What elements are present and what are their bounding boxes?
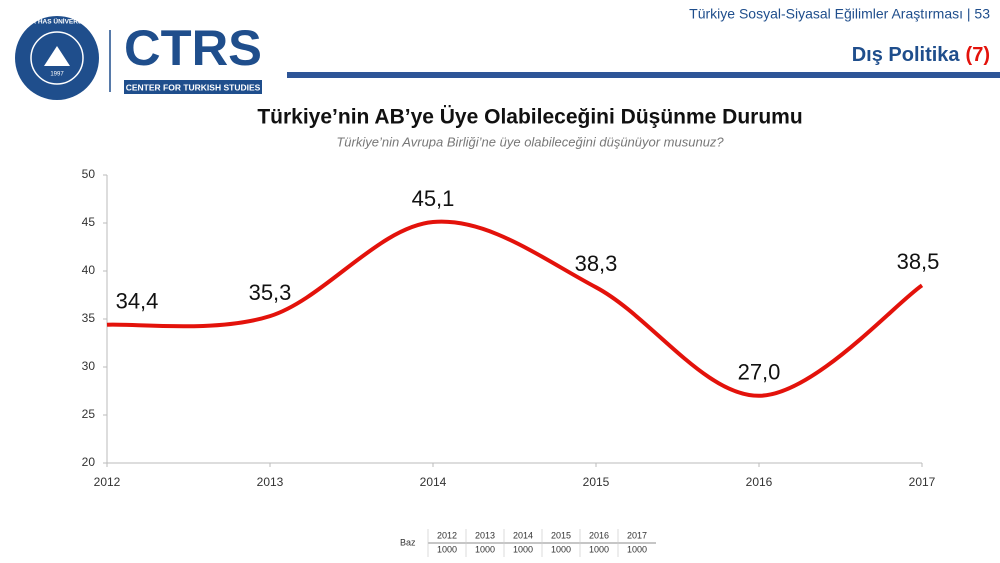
seal-inner — [30, 31, 84, 85]
section-number: (7) — [966, 44, 990, 66]
brand-logo: CTRS — [124, 20, 262, 76]
data-label: 38,3 — [575, 251, 618, 276]
base-count: 1000 — [437, 544, 457, 554]
x-tick-label: 2016 — [746, 475, 773, 489]
x-tick-label: 2015 — [583, 475, 610, 489]
data-label: 45,1 — [412, 186, 455, 211]
survey-title: Türkiye Sosyal-Siyasal Eğilimler Araştır… — [689, 6, 990, 22]
base-count: 1000 — [589, 544, 609, 554]
data-label: 35,3 — [249, 280, 292, 305]
base-year: 2014 — [513, 530, 533, 540]
section-name: Dış Politika — [852, 44, 961, 66]
seal-emblem — [44, 46, 70, 66]
section-title: Dış Politika (7) — [852, 44, 990, 66]
brand-bar — [124, 80, 262, 94]
data-label: 27,0 — [738, 360, 781, 385]
base-count: 1000 — [475, 544, 495, 554]
x-tick-label: 2012 — [94, 475, 121, 489]
base-year: 2013 — [475, 530, 495, 540]
base-count: 1000 — [627, 544, 647, 554]
data-label: 34,4 — [116, 289, 159, 314]
base-table: Baz 2012 1000 2013 1000 2014 1000 2015 1000 2016 1… — [400, 529, 656, 557]
header-rule — [287, 72, 1000, 78]
y-tick-label: 40 — [82, 263, 96, 277]
base-count: 1000 — [513, 544, 533, 554]
base-count: 1000 — [551, 544, 571, 554]
brand-subtitle: CENTER FOR TURKISH STUDIES — [126, 82, 261, 92]
data-label: 38,5 — [897, 249, 940, 274]
chart-title: Türkiye’nin AB’ye Üye Olabileceğini Düşü… — [257, 106, 802, 129]
base-label: Baz — [400, 537, 416, 547]
base-year: 2016 — [589, 530, 609, 540]
data-line — [106, 219, 924, 398]
y-tick-label: 30 — [82, 359, 96, 373]
seal-year: 1997 — [50, 72, 64, 78]
y-tick-label: 50 — [82, 167, 96, 181]
chart-subtitle: Türkiye’nin Avrupa Birliği’ne üye olabil… — [336, 134, 724, 149]
y-tick-label: 45 — [82, 215, 96, 229]
y-tick-label: 25 — [82, 407, 96, 421]
base-year: 2017 — [627, 530, 647, 540]
y-tick-label: 35 — [82, 311, 96, 325]
plot-area: 20 25 30 35 40 45 50 2012 2013 2014 2015 2016 2017 34… — [82, 167, 940, 489]
base-year: 2012 — [437, 530, 457, 540]
x-tick-label: 2013 — [257, 475, 284, 489]
base-year: 2015 — [551, 530, 571, 540]
x-tick-label: 2017 — [909, 475, 936, 489]
university-seal: KADİR HAS ÜNİVERSİTESİ 1997 — [15, 16, 99, 100]
x-tick-label: 2014 — [420, 475, 447, 489]
seal-name: KADİR HAS ÜNİVERSİTESİ — [15, 17, 98, 26]
y-tick-label: 20 — [82, 455, 96, 469]
